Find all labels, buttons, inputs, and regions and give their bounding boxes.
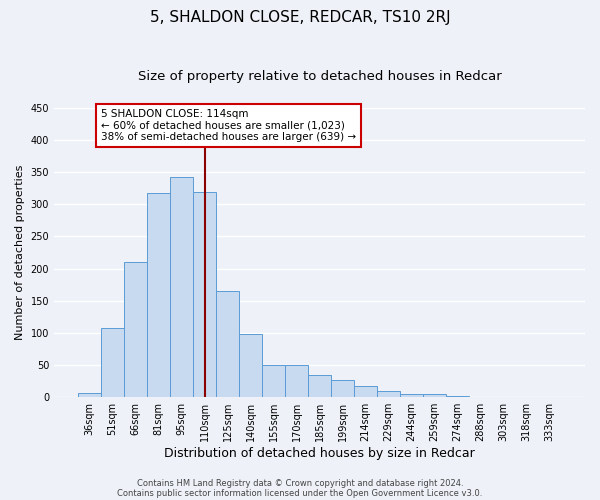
Bar [216,291,239,397]
Bar [354,386,377,397]
Text: 5 SHALDON CLOSE: 114sqm
← 60% of detached houses are smaller (1,023)
38% of semi: 5 SHALDON CLOSE: 114sqm ← 60% of detache… [101,109,356,142]
Bar [170,177,193,397]
Title: Size of property relative to detached houses in Redcar: Size of property relative to detached ho… [137,70,502,83]
Bar [285,365,308,397]
Bar [147,194,170,397]
Bar [193,192,216,397]
Bar [446,396,469,397]
Bar [308,374,331,397]
Bar [124,262,147,397]
Y-axis label: Number of detached properties: Number of detached properties [15,165,25,340]
X-axis label: Distribution of detached houses by size in Redcar: Distribution of detached houses by size … [164,447,475,460]
Bar [377,392,400,397]
Text: Contains HM Land Registry data © Crown copyright and database right 2024.: Contains HM Land Registry data © Crown c… [137,478,463,488]
Bar [400,394,423,397]
Bar [78,392,101,397]
Bar [101,328,124,397]
Bar [262,365,285,397]
Text: 5, SHALDON CLOSE, REDCAR, TS10 2RJ: 5, SHALDON CLOSE, REDCAR, TS10 2RJ [149,10,451,25]
Bar [423,394,446,397]
Bar [331,380,354,397]
Bar [239,334,262,397]
Text: Contains public sector information licensed under the Open Government Licence v3: Contains public sector information licen… [118,488,482,498]
